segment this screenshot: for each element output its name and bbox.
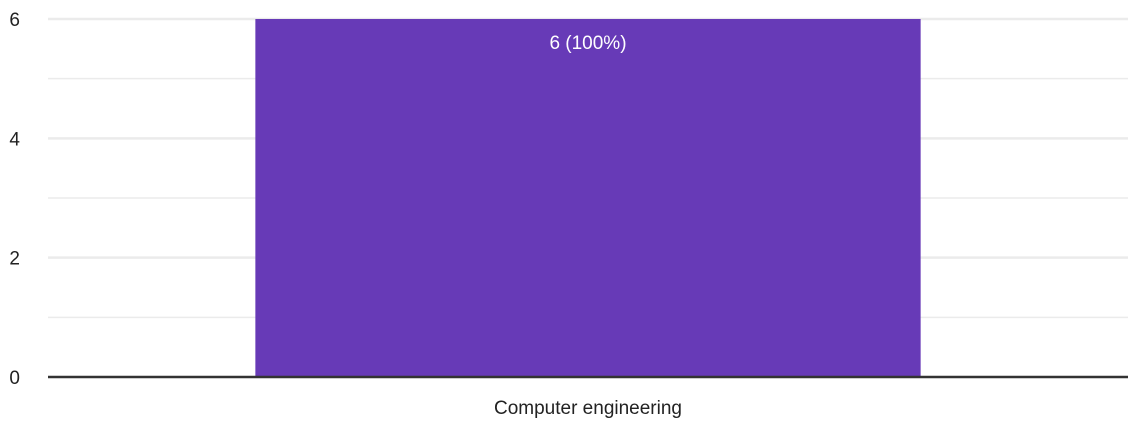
y-tick-label: 0: [9, 368, 20, 389]
data-label: 6 (100%): [549, 33, 626, 54]
y-tick-label: 2: [9, 249, 20, 270]
y-tick-label: 6: [9, 10, 20, 31]
bar: [255, 19, 921, 377]
x-tick-label: Computer engineering: [494, 398, 682, 419]
y-tick-label: 4: [9, 129, 20, 150]
labels: 6 (100%) Computer engineering 0 2 4 6: [9, 10, 682, 419]
bars: [255, 19, 921, 377]
